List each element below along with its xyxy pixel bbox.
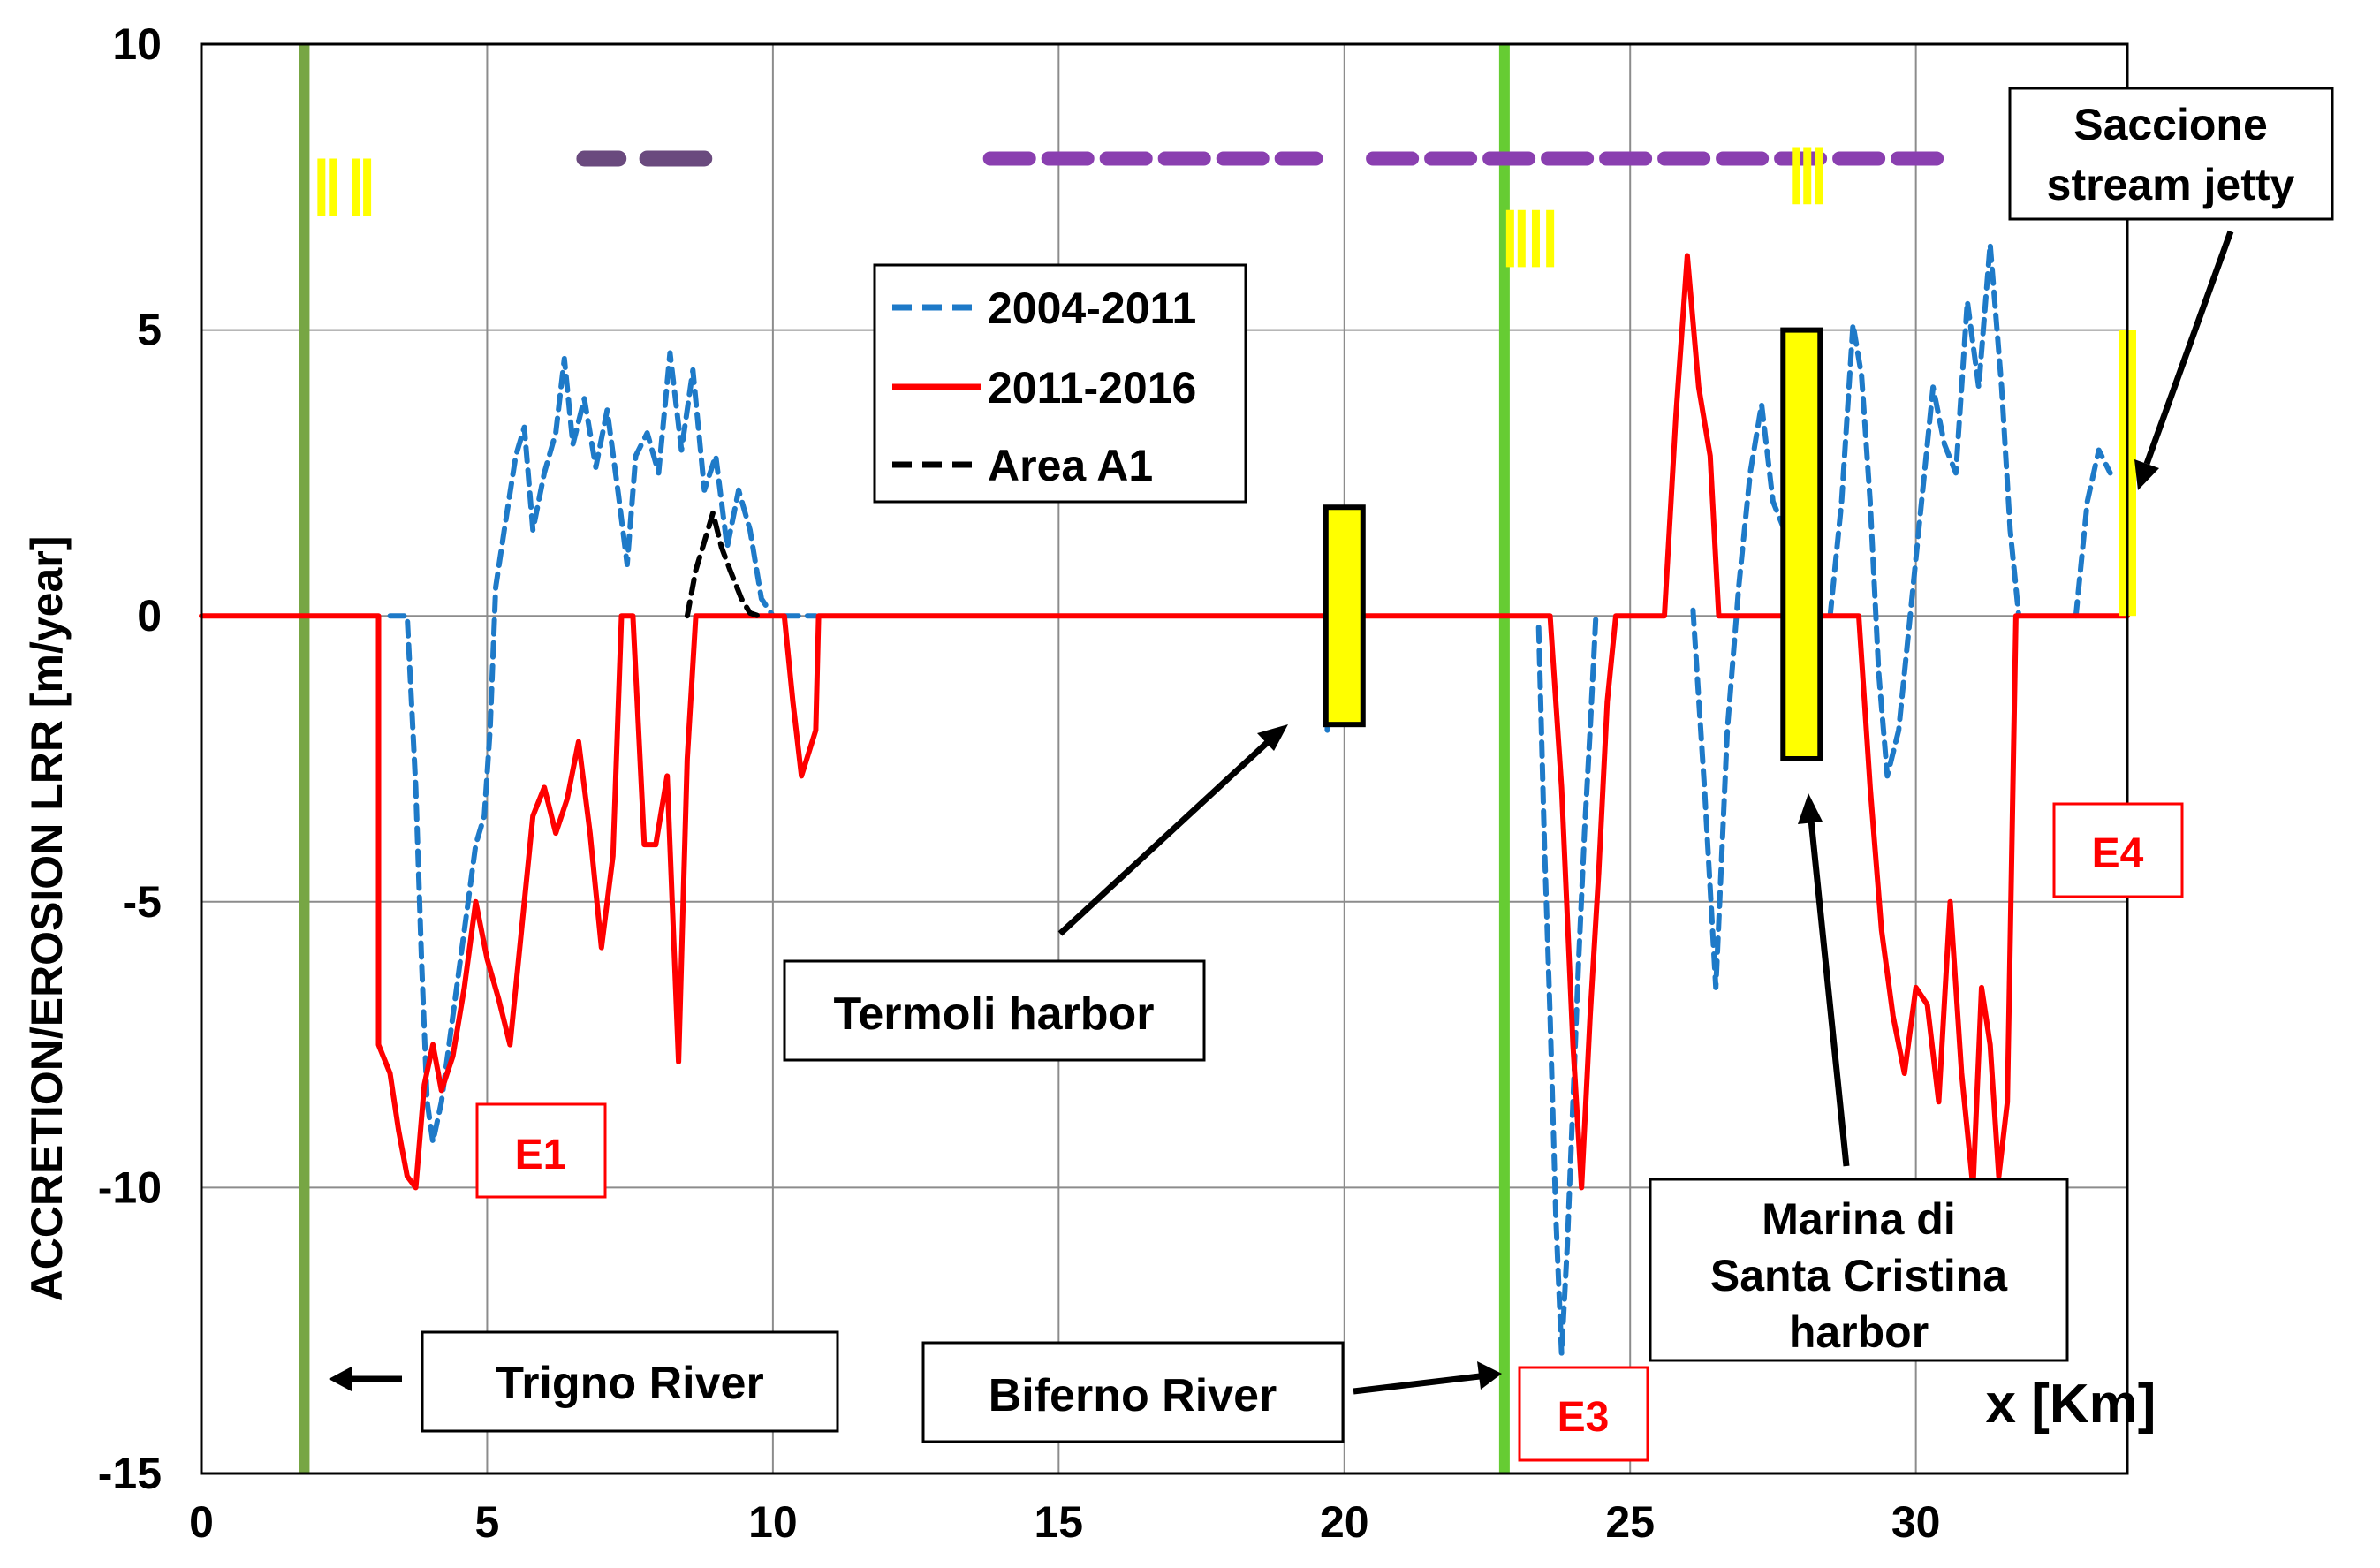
annotation-bars: [1323, 327, 2136, 761]
arrow-termoli: [1057, 739, 1270, 936]
label-e1: E1: [475, 1102, 607, 1199]
callout-marina-harbor: Marina di Santa Cristina harbor: [1649, 1178, 2069, 1362]
callout-biferno-label: Biferno River: [989, 1370, 1277, 1421]
callout-arrows: [329, 230, 2234, 1395]
arrow-saccione-head: [2134, 459, 2159, 490]
annotation-marks: [299, 44, 1952, 1473]
series-3-line-1: [684, 510, 762, 619]
svg-text:E4: E4: [2092, 830, 2144, 877]
callout-trigno-river: Trigno River: [421, 1330, 839, 1433]
x-tick-label-20: 20: [1320, 1497, 1369, 1547]
svg-text:E3: E3: [1558, 1394, 1610, 1441]
arrow-trigno-head: [329, 1367, 352, 1391]
x-tick-label-15: 15: [1035, 1497, 1084, 1547]
legend: 2004-2011 2011-2016 Area A1: [873, 263, 1247, 504]
arrow-saccione: [2143, 230, 2234, 466]
plot-frame: [200, 42, 2129, 1475]
y-tick-label-0: 0: [137, 591, 162, 640]
callout-marina-line3: harbor: [1789, 1307, 1929, 1357]
harbor-bar-2: [1780, 327, 1823, 761]
arrow-biferno-head: [1477, 1361, 1502, 1390]
legend-label-2004-2011: 2004-2011: [988, 284, 1196, 333]
arrow-termoli-head: [1257, 724, 1288, 751]
callout-termoli-label: Termoli harbor: [833, 989, 1154, 1040]
callout-saccione-jetty: Saccione stream jetty: [2008, 87, 2334, 221]
x-tick-label-25: 25: [1605, 1497, 1655, 1547]
callout-termoli-harbor: Termoli harbor: [783, 959, 1206, 1062]
arrow-marina-head: [1798, 793, 1823, 824]
callout-saccione-line1: Saccione: [2073, 100, 2268, 149]
y-tick-label--10: -10: [98, 1163, 162, 1212]
callout-saccione-line2: stream jetty: [2047, 160, 2295, 209]
label-e4: E4: [2052, 802, 2184, 898]
x-tick-label-5: 5: [475, 1497, 500, 1547]
x-tick-label-0: 0: [189, 1497, 214, 1547]
series-2-line-1: [199, 253, 2130, 1191]
y-tick-label-10: 10: [112, 19, 162, 69]
series-1-line-5: [1690, 401, 1799, 990]
arrow-marina: [1808, 819, 1850, 1167]
series-1-line-4: [1535, 613, 1599, 1357]
callout-biferno-river: Biferno River: [921, 1341, 1345, 1443]
callout-marina-line1: Marina di: [1762, 1194, 1955, 1244]
y-axis-label: ACCRETION/EROSION LRR [m/year]: [22, 536, 72, 1302]
label-e3: E3: [1518, 1366, 1649, 1462]
svg-text:E1: E1: [515, 1132, 567, 1178]
arrow-biferno: [1353, 1373, 1481, 1395]
series-lines: [199, 241, 2130, 1357]
y-tick-label-5: 5: [137, 306, 162, 355]
x-axis-label: x [Km]: [1986, 1374, 2156, 1435]
y-tick-label--15: -15: [98, 1449, 162, 1498]
harbor-bar-1: [1323, 504, 1366, 728]
x-tick-label-30: 30: [1891, 1497, 1941, 1547]
callout-marina-line2: Santa Cristina: [1710, 1251, 2008, 1300]
x-tick-label-10: 10: [748, 1497, 798, 1547]
tick-labels: 0 5 10 15 20 25 30 10 5 0 -5 -10 -15: [98, 19, 1941, 1547]
callout-trigno-label: Trigno River: [496, 1358, 763, 1409]
y-tick-label--5: -5: [123, 877, 162, 927]
series-1-line-7: [1827, 241, 2022, 779]
legend-label-2011-2016: 2011-2016: [988, 363, 1196, 413]
series-1-line-8: [2073, 447, 2113, 619]
legend-label-area-a1: Area A1: [988, 441, 1153, 490]
